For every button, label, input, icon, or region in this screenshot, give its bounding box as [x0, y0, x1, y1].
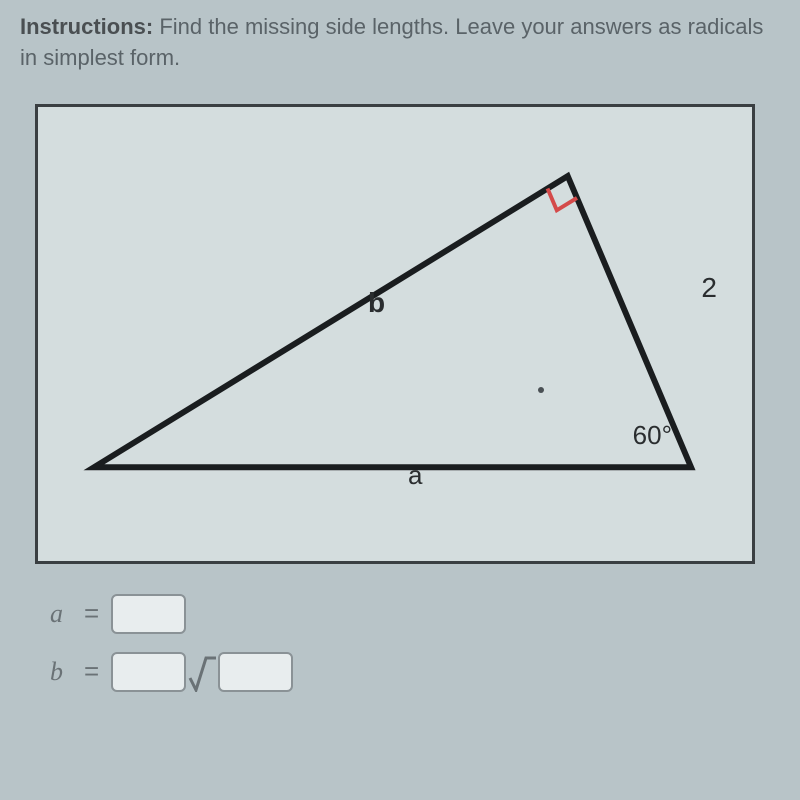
side-label-a: a: [408, 460, 422, 491]
instructions: Instructions: Find the missing side leng…: [0, 0, 800, 94]
answer-row-b: b =: [50, 652, 800, 692]
side-label-2: 2: [701, 272, 717, 304]
input-b-coef[interactable]: [111, 652, 186, 692]
input-b-radicand[interactable]: [218, 652, 293, 692]
var-b: b: [50, 657, 80, 687]
answers-section: a = b =: [50, 594, 800, 692]
triangle-svg: [38, 107, 752, 561]
instructions-label: Instructions:: [20, 14, 153, 39]
answer-row-a: a =: [50, 594, 800, 634]
stray-dot: [538, 387, 544, 393]
side-label-b: b: [368, 287, 385, 319]
eq-b: =: [84, 656, 99, 687]
angle-label-60: 60°: [633, 420, 672, 451]
triangle-shape: [94, 176, 691, 467]
var-a: a: [50, 599, 80, 629]
triangle-diagram: b 2 60° a: [35, 104, 755, 564]
sqrt-icon: [188, 652, 216, 692]
eq-a: =: [84, 598, 99, 629]
input-a[interactable]: [111, 594, 186, 634]
